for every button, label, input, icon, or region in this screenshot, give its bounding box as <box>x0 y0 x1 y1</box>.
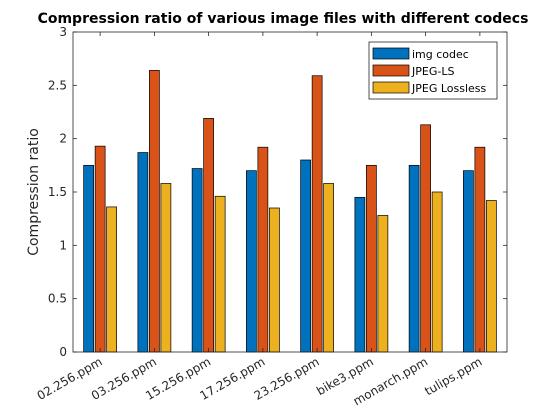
bar-2-2 <box>149 70 160 353</box>
bar-1-7 <box>408 164 420 353</box>
bar-2-3 <box>203 118 214 353</box>
plot-frame <box>72 31 508 353</box>
bar-3-7 <box>431 191 443 353</box>
bars-layer <box>83 70 497 353</box>
bar-3-6 <box>377 215 389 353</box>
legend-label-2: JPEG-LS <box>411 65 454 78</box>
legend-swatch-1 <box>372 47 410 60</box>
bar-3-1 <box>106 206 117 353</box>
bar-2-8 <box>474 146 486 353</box>
bar-2-6 <box>366 164 377 353</box>
y-tick-label: 0 <box>59 345 67 359</box>
chart-title: Compression ratio of various image files… <box>38 11 529 27</box>
bar-2-5 <box>311 75 323 353</box>
bar-1-4 <box>246 170 257 353</box>
bar-3-4 <box>269 207 280 353</box>
x-tick-label: tulips.ppm <box>422 354 484 398</box>
bar-1-8 <box>463 170 474 353</box>
bar-2-4 <box>257 146 269 353</box>
y-tick-label: 0.5 <box>48 292 67 306</box>
y-tick-label: 1 <box>59 238 67 252</box>
legend: img codec JPEG-LS JPEG Lossless <box>368 41 498 100</box>
bar-2-7 <box>420 124 431 353</box>
y-tick-label: 2 <box>59 132 67 146</box>
legend-label-3: JPEG Lossless <box>411 82 487 95</box>
bar-1-6 <box>354 196 366 353</box>
bar-3-3 <box>214 195 226 353</box>
y-tick-label: 1.5 <box>48 185 67 199</box>
legend-swatch-3 <box>372 81 410 94</box>
legend-swatch-2 <box>372 64 410 77</box>
y-tick-label: 3 <box>59 25 67 39</box>
y-tick-label: 2.5 <box>48 78 67 92</box>
legend-label-1: img codec <box>412 48 469 61</box>
bar-3-8 <box>486 200 497 353</box>
bar-1-5 <box>300 159 311 353</box>
bar-3-2 <box>160 183 172 353</box>
bar-1-2 <box>137 152 149 353</box>
bar-1-3 <box>191 168 203 353</box>
bar-3-5 <box>323 183 334 353</box>
y-axis-label: Compression ratio <box>26 128 42 256</box>
bar-1-1 <box>83 164 94 353</box>
bar-2-1 <box>94 145 106 353</box>
